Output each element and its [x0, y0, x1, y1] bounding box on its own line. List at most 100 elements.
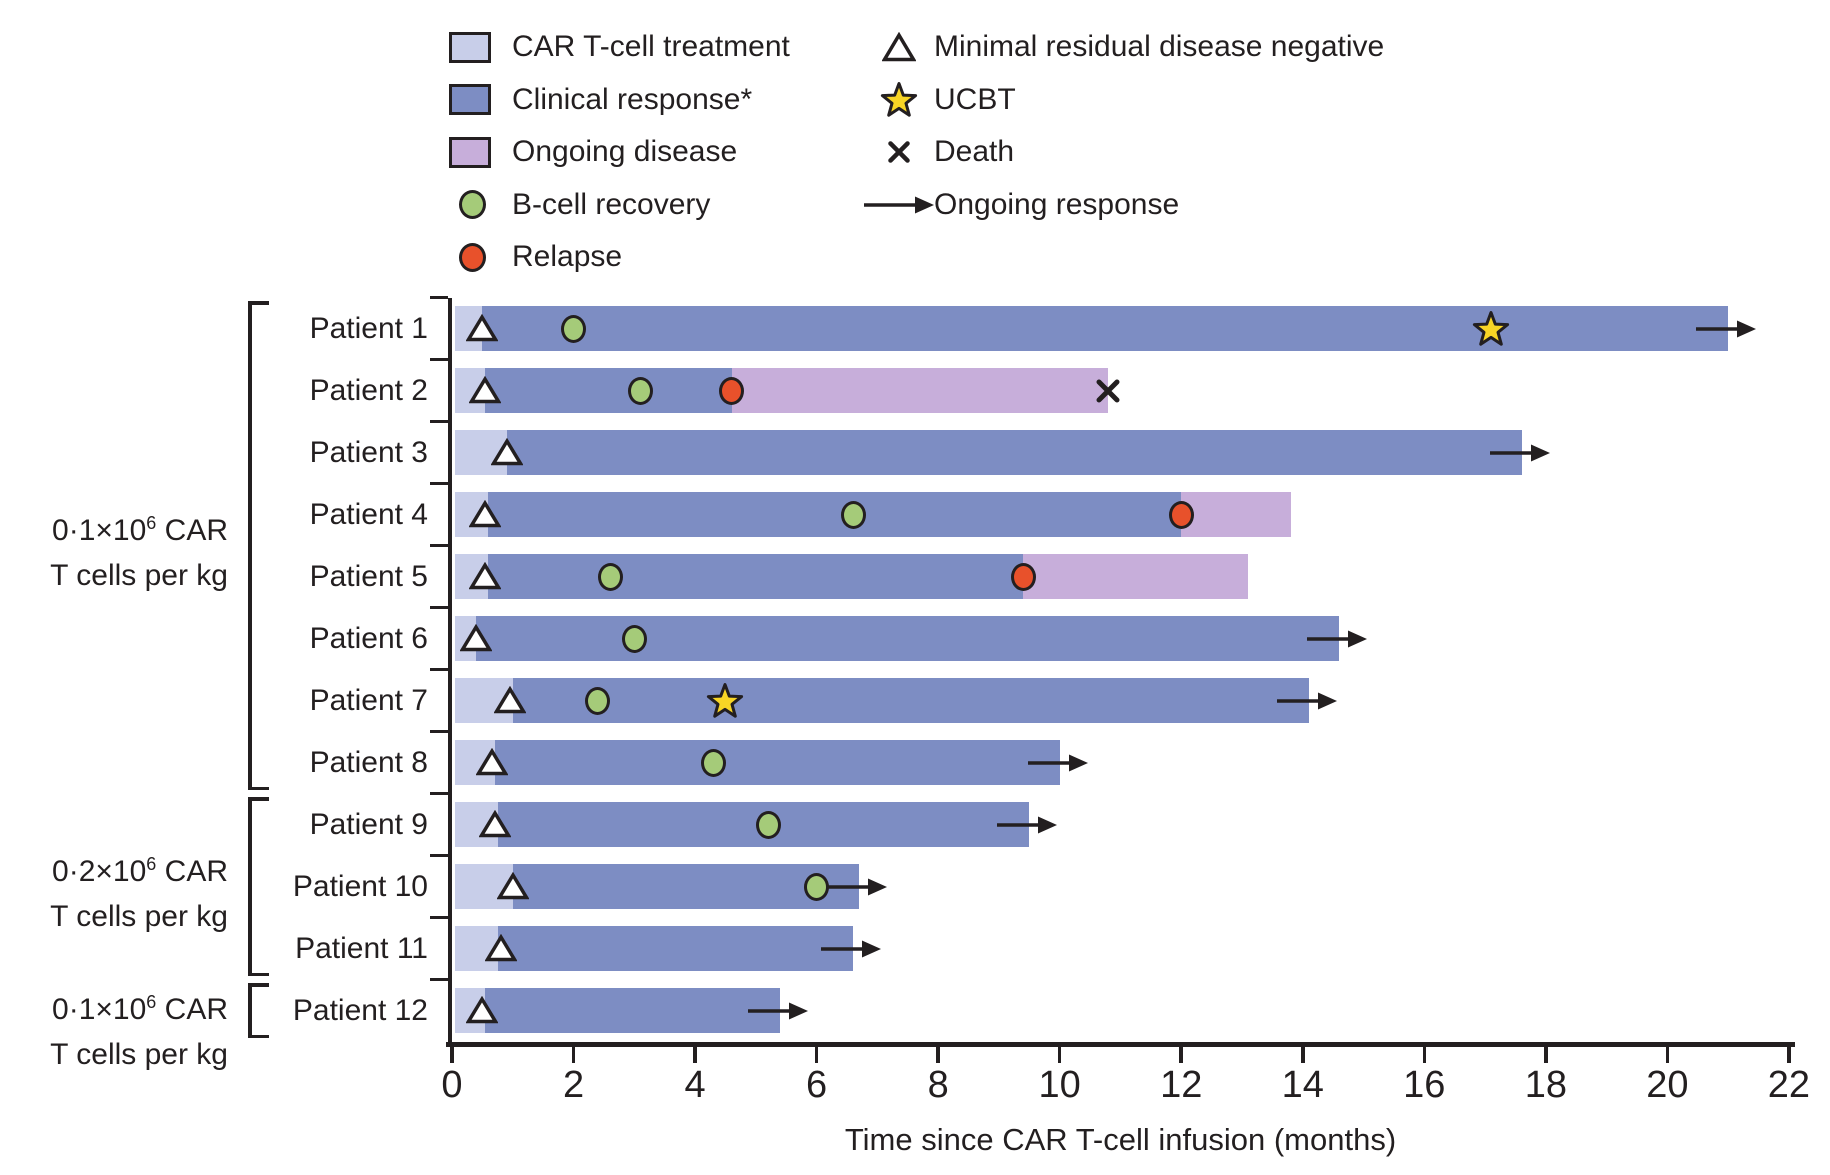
mrd-negative-triangle-marker [465, 313, 500, 347]
patient-row: Patient 8 [0, 732, 1830, 794]
y-axis-tick [430, 977, 448, 982]
x-axis-tick [1665, 1047, 1670, 1063]
patient-label: Patient 2 [309, 373, 428, 407]
b-cell-recovery-marker [621, 624, 647, 653]
y-axis-tick [430, 357, 448, 362]
y-axis-tick [430, 543, 448, 548]
x-axis-tick-label: 16 [1403, 1064, 1446, 1106]
b-cell-recovery-marker [561, 314, 587, 343]
patient-row: Patient 11 [0, 918, 1830, 980]
x-axis-line [446, 1042, 1795, 1047]
y-axis-tick [430, 729, 448, 734]
x-axis-tick-label: 2 [562, 1064, 585, 1106]
relapse-marker [1168, 500, 1194, 529]
legend-item-label: Minimal residual disease negative [934, 30, 1385, 63]
dose-group-label: 0·1×106 CAR T cells per kg [50, 991, 228, 1071]
response-bar-segment [506, 430, 1522, 475]
disease-bar-segment [1181, 492, 1291, 537]
death-cross-icon [886, 139, 912, 170]
clinical-response-swatch-icon [449, 84, 491, 115]
response-bar-segment [482, 306, 1729, 351]
x-axis-tick-label: 12 [1160, 1064, 1203, 1106]
x-axis-tick [1057, 1047, 1062, 1063]
treatment-bar-segment [455, 926, 498, 971]
dose-group-bracket [248, 301, 252, 790]
x-axis-tick [450, 1047, 454, 1063]
legend-item-label: B-cell recovery [512, 187, 711, 221]
treatment-bar-segment [455, 864, 513, 909]
ongoing-response-arrow-icon [864, 194, 934, 221]
patient-row: Patient 7 [0, 670, 1830, 732]
dose-group-bracket-arm [248, 797, 269, 801]
y-axis-tick [430, 853, 448, 858]
y-axis-tick [430, 481, 448, 486]
patient-label: Patient 8 [309, 745, 428, 779]
disease-bar-segment [1023, 554, 1249, 599]
x-axis-tick [1787, 1047, 1791, 1063]
patient-row: Patient 2 [0, 360, 1830, 422]
x-axis-tick [814, 1047, 819, 1063]
response-bar-segment [488, 492, 1182, 537]
patient-row: Patient 5 [0, 546, 1830, 608]
patient-label: Patient 4 [309, 497, 428, 531]
b-cell-recovery-marker [804, 872, 830, 901]
patient-label: Patient 9 [309, 807, 428, 841]
x-axis-tick-label: 4 [684, 1064, 706, 1106]
x-axis-tick-label: 8 [927, 1064, 949, 1106]
x-axis-tick-label: 14 [1281, 1064, 1324, 1106]
ucbt-star-marker [704, 680, 746, 727]
patient-row: Patient 4 [0, 484, 1830, 546]
x-axis-tick [693, 1047, 697, 1063]
relapse-marker [719, 376, 745, 405]
mrd-negative-triangle-marker [465, 995, 500, 1029]
response-bar-segment [485, 368, 732, 413]
ucbt-star-icon [878, 79, 920, 126]
dose-group-label: 0·2×106 CAR T cells per kg [50, 853, 228, 933]
y-axis-tick [430, 419, 448, 424]
b-cell-recovery-marker [597, 562, 623, 591]
dose-group-bracket [248, 983, 252, 1038]
b-cell-recovery-circle-icon [458, 190, 486, 219]
patient-label: Patient 6 [309, 621, 428, 655]
y-axis-tick [430, 915, 448, 920]
patient-label: Patient 5 [309, 559, 428, 593]
ongoing-disease-swatch-icon [449, 136, 491, 168]
patient-label: Patient 11 [295, 931, 428, 965]
response-bar-segment [512, 678, 1309, 723]
y-axis-tick [430, 791, 448, 796]
response-bar-segment [512, 864, 860, 909]
b-cell-recovery-marker [700, 748, 726, 777]
b-cell-recovery-marker [840, 500, 866, 529]
mrd-negative-triangle-marker [477, 809, 512, 843]
ongoing-response-arrow [997, 814, 1058, 841]
patient-label: Patient 7 [309, 683, 428, 717]
ongoing-response-arrow [1489, 442, 1550, 469]
minimal-residual-disease-negative-triangle-icon [881, 31, 917, 67]
mrd-negative-triangle-marker [468, 375, 503, 409]
response-bar-segment [485, 988, 781, 1033]
y-axis-tick [430, 295, 448, 300]
legend-item-label: Ongoing disease [512, 135, 738, 168]
mrd-negative-triangle-marker [493, 685, 527, 719]
patient-row: Patient 10 [0, 856, 1830, 918]
ongoing-response-arrow [827, 876, 888, 903]
b-cell-recovery-marker [755, 810, 781, 839]
ongoing-response-arrow [1696, 318, 1757, 345]
response-bar-segment [497, 926, 854, 971]
x-axis-tick-label: 20 [1646, 1064, 1689, 1106]
x-axis-tick [1422, 1047, 1427, 1063]
legend-item-label: Relapse [512, 240, 623, 273]
mrd-negative-triangle-marker [459, 623, 493, 657]
dose-group-bracket-arm [248, 983, 269, 987]
mrd-negative-triangle-marker [468, 561, 503, 595]
b-cell-recovery-marker [585, 686, 611, 715]
x-axis-tick [1544, 1047, 1548, 1063]
legend-item-label: Death [934, 135, 1015, 168]
patient-label: Patient 3 [309, 435, 428, 469]
x-axis-tick-label: 10 [1038, 1064, 1081, 1106]
response-bar-segment [488, 554, 1024, 599]
x-axis-tick-label: 0 [441, 1064, 463, 1106]
death-cross-marker [1094, 377, 1122, 410]
disease-bar-segment [731, 368, 1109, 413]
patient-label: Patient 1 [309, 311, 428, 345]
